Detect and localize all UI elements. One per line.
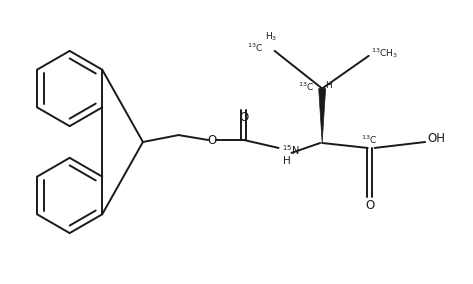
Text: OH: OH bbox=[427, 131, 445, 145]
Text: $^{15}$N: $^{15}$N bbox=[281, 143, 299, 157]
Text: $^{13}$C: $^{13}$C bbox=[360, 134, 377, 146]
Text: H$_3$: H$_3$ bbox=[265, 31, 278, 43]
Text: O: O bbox=[365, 199, 374, 212]
Text: $^{13}$CH$_3$: $^{13}$CH$_3$ bbox=[371, 46, 398, 60]
Text: O: O bbox=[208, 133, 217, 147]
Text: H: H bbox=[325, 81, 332, 90]
Text: H: H bbox=[282, 156, 290, 166]
Text: $^{13}$C: $^{13}$C bbox=[298, 80, 314, 93]
Polygon shape bbox=[319, 89, 325, 143]
Text: $^{13}$C: $^{13}$C bbox=[246, 42, 263, 54]
Text: O: O bbox=[239, 111, 248, 124]
